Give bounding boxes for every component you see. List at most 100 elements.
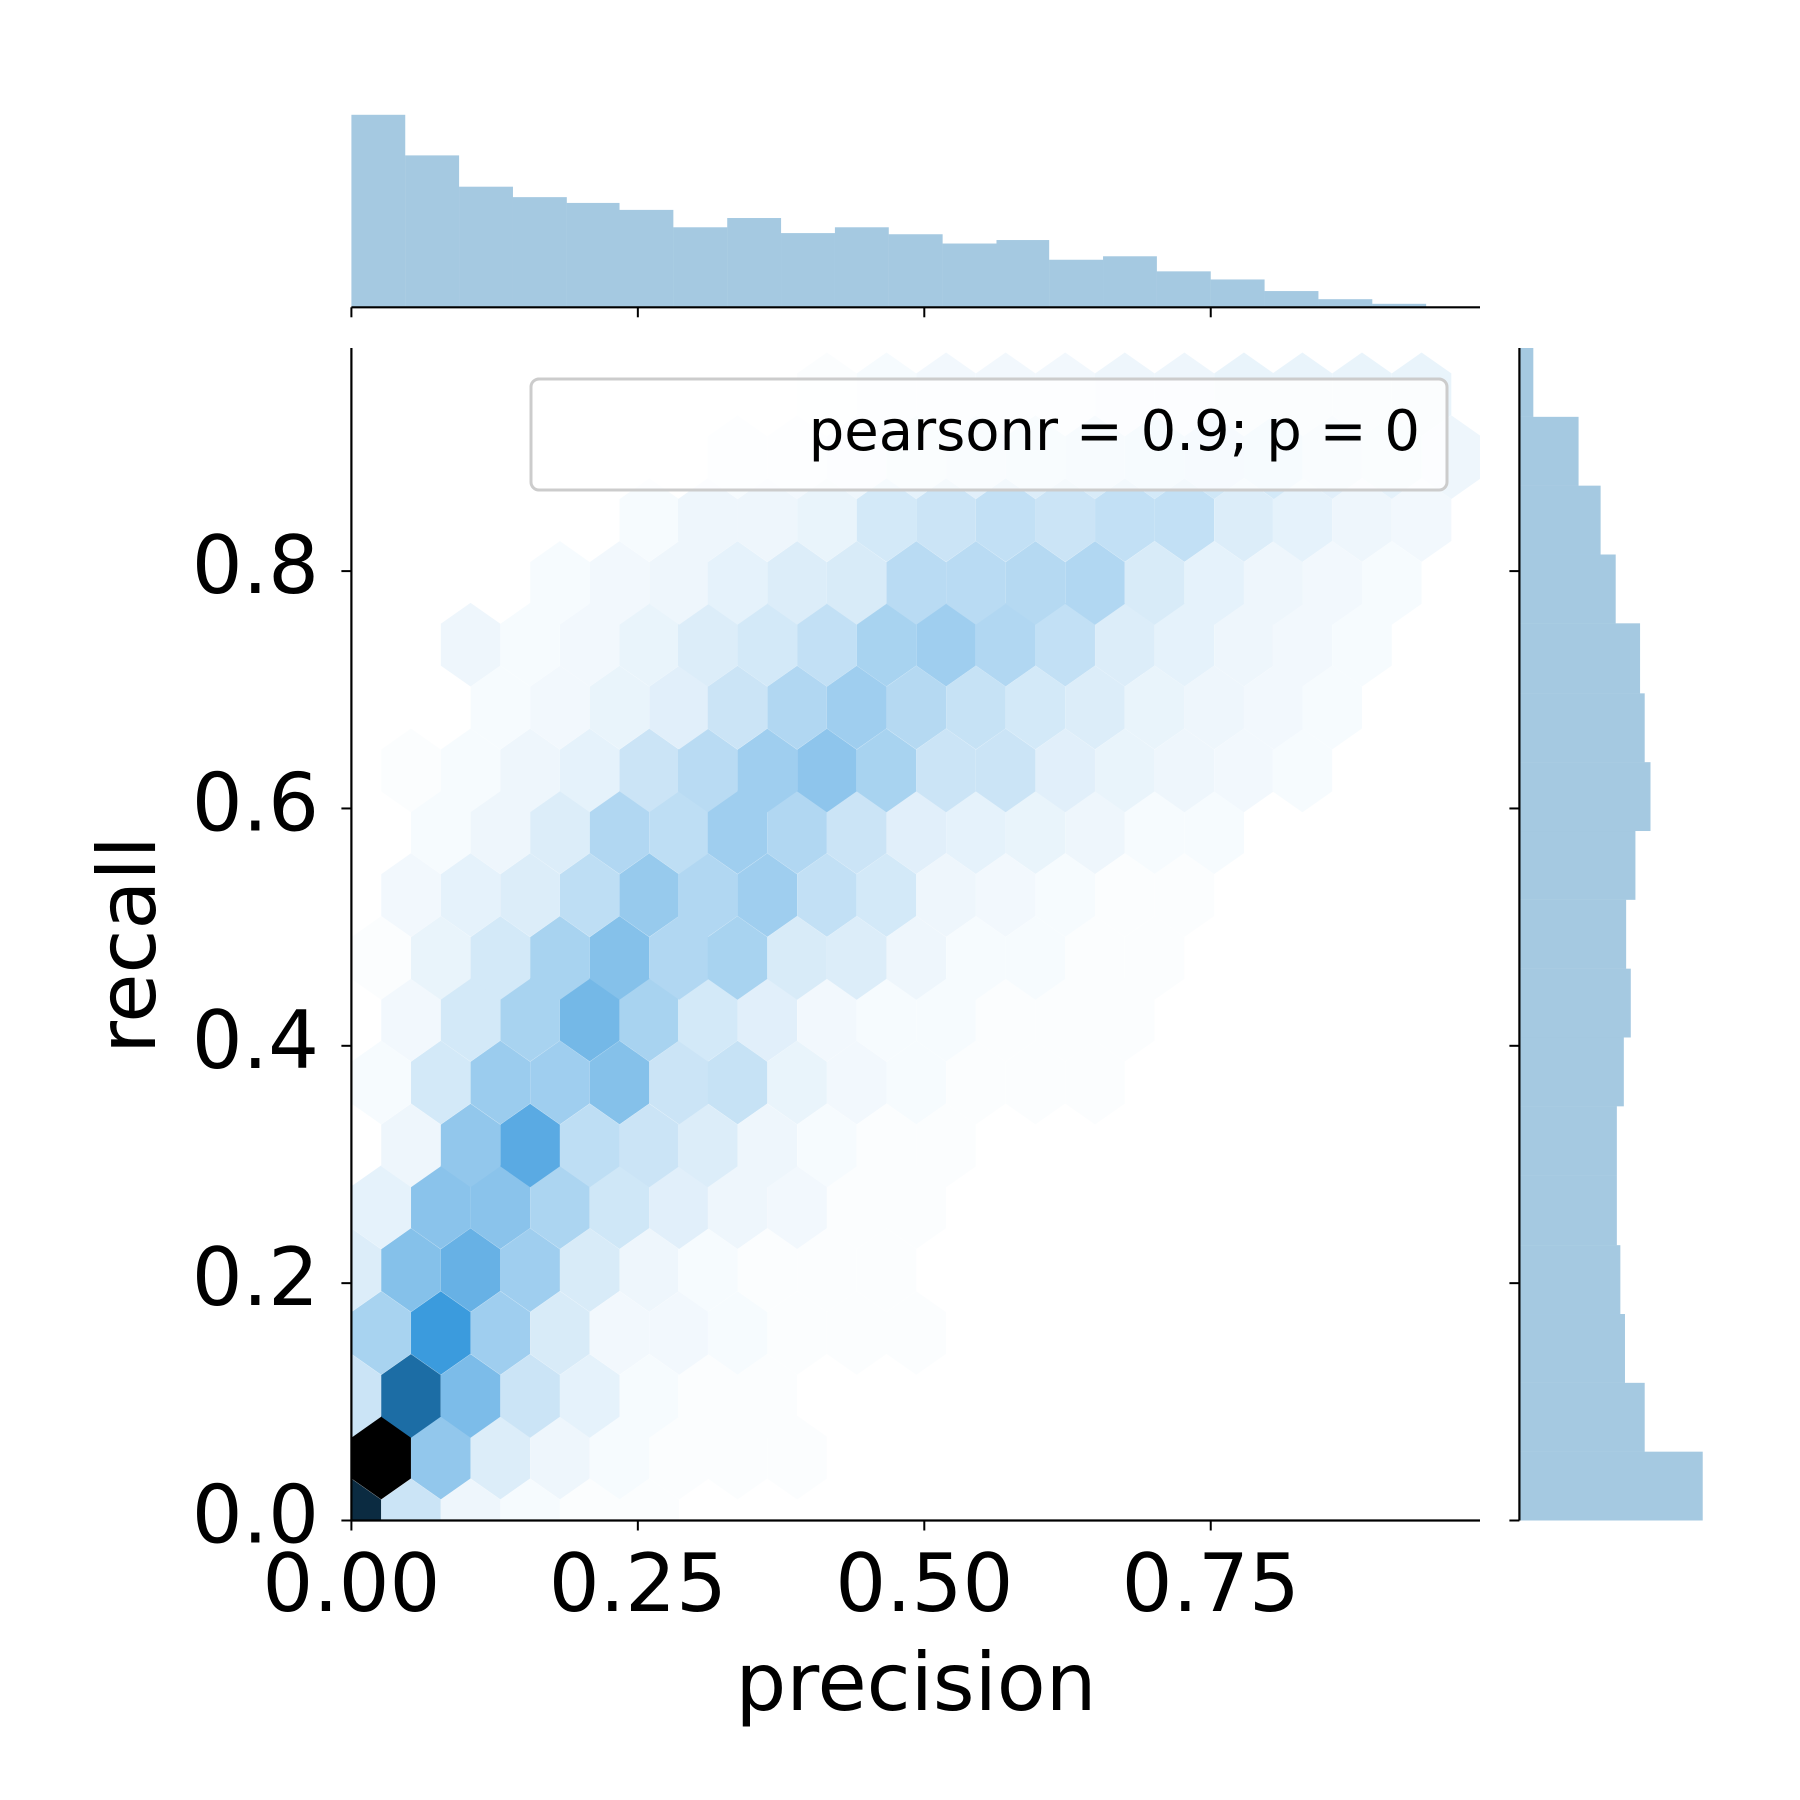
histogram-bar bbox=[1519, 1382, 1645, 1452]
histogram-bar bbox=[1519, 968, 1631, 1038]
histogram-bar bbox=[1519, 1037, 1624, 1107]
hex-cell bbox=[767, 1415, 827, 1500]
hex-cell bbox=[1184, 665, 1244, 750]
histogram-bar bbox=[781, 233, 835, 308]
hex-cell bbox=[1035, 478, 1095, 562]
hex-cell bbox=[975, 853, 1036, 937]
hex-cell bbox=[500, 977, 560, 1062]
hex-cell bbox=[797, 977, 857, 1062]
hex-cell bbox=[737, 977, 798, 1062]
x-tick-label: 0.50 bbox=[835, 1537, 1013, 1630]
hex-cell bbox=[440, 602, 501, 687]
hex-cell bbox=[440, 1228, 501, 1312]
hex-cell bbox=[707, 1040, 768, 1125]
x-tick-label: 0.00 bbox=[262, 1537, 440, 1630]
hex-cell bbox=[1005, 541, 1066, 625]
hex-cell bbox=[677, 478, 738, 562]
hex-cell bbox=[1035, 728, 1095, 813]
hex-cell bbox=[381, 977, 441, 1062]
hex-cell bbox=[619, 1478, 680, 1521]
hex-cell bbox=[1095, 728, 1155, 813]
hex-cell bbox=[1302, 541, 1362, 625]
hex-cell bbox=[1035, 853, 1095, 937]
hex-cell bbox=[1035, 977, 1095, 1062]
hex-cell bbox=[767, 916, 827, 1000]
hex-cell bbox=[1154, 853, 1215, 937]
hex-cell bbox=[589, 1291, 650, 1375]
hex-cell bbox=[589, 1415, 650, 1500]
hex-cell bbox=[946, 790, 1006, 874]
hex-cell bbox=[619, 602, 680, 687]
histogram-bar bbox=[1519, 348, 1534, 417]
hex-cell bbox=[677, 728, 738, 813]
y-tick-label: 0.6 bbox=[192, 756, 319, 849]
hex-cell bbox=[500, 728, 560, 813]
y-tick-label: 0.4 bbox=[192, 994, 319, 1087]
hex-cell bbox=[767, 665, 827, 750]
hex-cell bbox=[1065, 541, 1125, 625]
hex-cell bbox=[1214, 728, 1274, 813]
hex-cell bbox=[916, 478, 976, 562]
hex-cell bbox=[677, 1103, 738, 1188]
hex-cell bbox=[411, 1165, 471, 1250]
histogram-bar bbox=[1519, 831, 1636, 900]
hex-cell bbox=[946, 665, 1006, 750]
legend-box bbox=[529, 377, 1449, 492]
hex-cell bbox=[351, 1354, 382, 1438]
y-axis-label: recall bbox=[81, 836, 174, 1054]
hex-cell bbox=[559, 1354, 620, 1438]
hex-cell bbox=[470, 665, 531, 750]
hex-cell bbox=[826, 1291, 887, 1375]
histogram-bar bbox=[1519, 623, 1641, 694]
hex-cell bbox=[1124, 541, 1185, 625]
hex-cell bbox=[1065, 790, 1125, 874]
hex-cell bbox=[381, 1354, 441, 1438]
hex-cell bbox=[856, 728, 917, 813]
hex-cell bbox=[707, 1415, 768, 1500]
hex-cell bbox=[707, 916, 768, 1000]
hex-cell bbox=[1272, 602, 1333, 687]
hex-cell bbox=[500, 602, 560, 687]
hex-cell bbox=[1154, 478, 1215, 562]
hex-cell bbox=[916, 853, 976, 937]
hex-cell bbox=[411, 1040, 471, 1125]
histogram-bar bbox=[459, 186, 513, 308]
hex-cell bbox=[856, 1228, 917, 1312]
hex-cell bbox=[500, 1354, 560, 1438]
hex-cell bbox=[411, 790, 471, 874]
hex-cell bbox=[470, 790, 531, 874]
hex-cell bbox=[826, 1040, 887, 1125]
hex-cell bbox=[351, 916, 411, 1000]
hex-cell bbox=[1065, 916, 1125, 1000]
hex-cell bbox=[677, 1228, 738, 1312]
histogram-bar bbox=[1519, 1451, 1703, 1521]
hex-cell bbox=[589, 916, 650, 1000]
hex-cell bbox=[500, 1103, 560, 1188]
histogram-bar bbox=[834, 227, 889, 308]
hex-cell bbox=[500, 1228, 560, 1312]
hex-cell bbox=[797, 1103, 857, 1188]
hex-cell bbox=[797, 728, 857, 813]
hex-cell bbox=[856, 602, 917, 687]
hex-cell bbox=[1095, 478, 1155, 562]
hex-cell bbox=[351, 1165, 411, 1250]
hex-cell bbox=[1184, 790, 1244, 874]
hex-cell bbox=[677, 1354, 738, 1438]
hex-cell bbox=[767, 1291, 827, 1375]
hex-cell bbox=[1065, 665, 1125, 750]
histogram-bar bbox=[673, 227, 728, 308]
hex-cell bbox=[737, 602, 798, 687]
hex-cell bbox=[530, 541, 590, 625]
hex-cell bbox=[767, 541, 827, 625]
histogram-bar bbox=[996, 240, 1050, 308]
hex-cell bbox=[559, 1478, 620, 1521]
histogram-bar bbox=[1519, 485, 1601, 555]
hex-cell bbox=[530, 1040, 590, 1125]
hex-cell bbox=[530, 1415, 590, 1500]
hex-cell bbox=[677, 977, 738, 1062]
hex-cell bbox=[351, 1415, 411, 1500]
hex-cell bbox=[707, 790, 768, 874]
hex-cell bbox=[707, 665, 768, 750]
hex-cell bbox=[1124, 916, 1185, 1000]
